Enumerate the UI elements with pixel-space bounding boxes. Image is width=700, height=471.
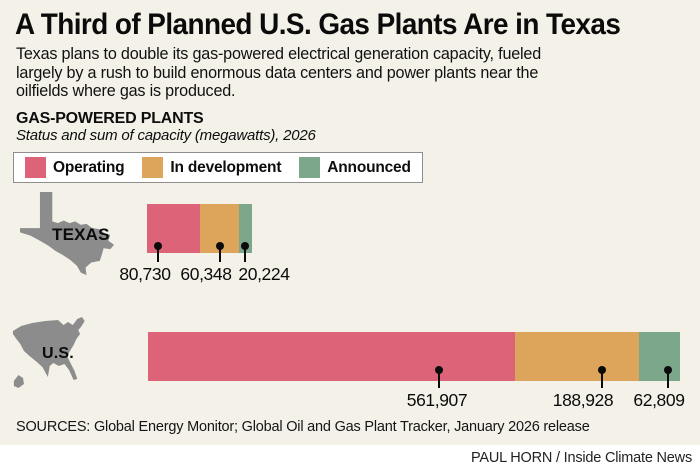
legend-item: Operating [25, 157, 125, 178]
legend-item: In development [142, 157, 281, 178]
section-subtitle: Status and sum of capacity (megawatts), … [16, 127, 316, 144]
bar-segment [148, 332, 516, 381]
leader-line [244, 246, 246, 262]
subtitle-line: oilfields where gas is produced. [16, 82, 236, 100]
bar-segment [239, 204, 253, 253]
us-map-label: U.S. [42, 345, 74, 362]
value-label: 60,348 [180, 264, 232, 284]
texas-map-label: TEXAS [52, 225, 110, 244]
value-label: 62,809 [633, 390, 685, 410]
us-map-icon [12, 317, 85, 388]
legend-label: Announced [327, 158, 411, 176]
credit-strip: PAUL HORN / Inside Climate News [0, 445, 700, 471]
legend-item: Announced [299, 157, 411, 178]
legend-swatch-icon [299, 157, 321, 178]
legend: Operating In development Announced [13, 152, 423, 183]
legend-swatch-icon [142, 157, 164, 178]
legend-swatch-icon [25, 157, 46, 178]
subtitle-line: largely by a rush to build enormous data… [16, 63, 539, 82]
leader-line [438, 370, 440, 388]
credit-text: PAUL HORN / Inside Climate News [470, 450, 692, 466]
leader-line [157, 246, 159, 262]
chart-title: A Third of Planned U.S. Gas Plants Are i… [15, 8, 621, 41]
bar-segment [639, 332, 681, 381]
sources-note: SOURCES: Global Energy Monitor; Global O… [16, 419, 590, 435]
leader-line [667, 370, 669, 388]
section-title: GAS-POWERED PLANTS [16, 110, 204, 127]
leader-line [219, 246, 221, 262]
chart-subtitle: Texas plans to double its gas-powered el… [16, 45, 541, 101]
value-label: 80,730 [119, 264, 171, 284]
value-label: 561,907 [406, 390, 468, 410]
legend-label: In development [170, 158, 282, 176]
value-label: 20,224 [238, 264, 290, 284]
value-label: 188,928 [552, 390, 614, 410]
bar-segment [515, 332, 640, 381]
subtitle-line: Texas plans to double its gas-powered el… [16, 45, 542, 63]
texas-map-icon [20, 192, 115, 276]
leader-line [601, 370, 603, 388]
legend-label: Operating [53, 158, 125, 176]
